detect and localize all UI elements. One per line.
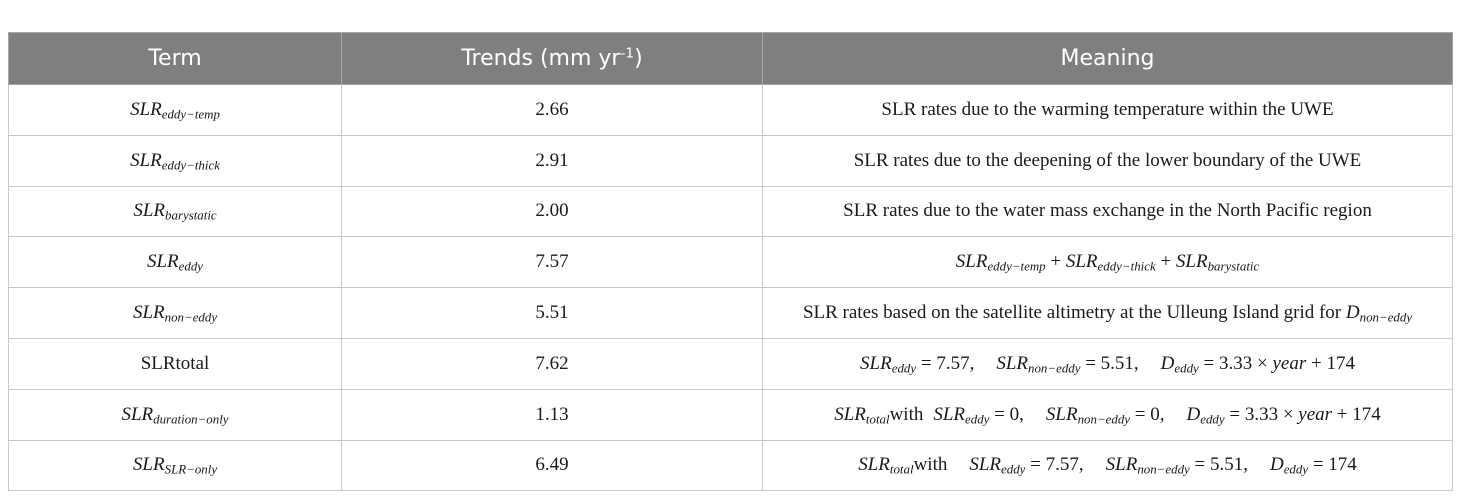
term-cell: SLRSLR−only	[8, 439, 342, 492]
trend-cell: 2.66	[341, 84, 763, 136]
term-cell: SLRtotal	[8, 337, 342, 390]
meaning-cell: SLR rates based on the satellite altimet…	[762, 287, 1453, 339]
term-cell: SLRduration−only	[8, 388, 342, 441]
table-row: SLRtotal 7.62 SLReddy = 7.57, SLRnon−eddy…	[8, 337, 1453, 390]
table-row: SLReddy−thick 2.91 SLR rates due to the …	[8, 134, 1453, 187]
trend-cell: 1.13	[341, 388, 763, 441]
meaning-cell: SLRtotalwith SLReddy = 7.57, SLRnon−eddy =…	[762, 439, 1453, 492]
trend-cell: 2.91	[341, 134, 763, 187]
header-trends: Trends (mm yr-1)	[341, 32, 763, 85]
trend-cell: 7.62	[341, 337, 763, 390]
term-cell: SLRbarystatic	[8, 185, 342, 238]
trend-cell: 5.51	[341, 287, 763, 339]
trend-cell: 7.57	[341, 236, 763, 289]
meaning-cell: SLR rates due to the water mass exchange…	[762, 185, 1453, 238]
trend-cell: 2.00	[341, 185, 763, 238]
table-row: SLReddy 7.57 SLReddy−temp + SLReddy−thic…	[8, 236, 1453, 289]
table-row: SLReddy−temp 2.66 SLR rates due to the w…	[8, 84, 1453, 136]
term-cell: SLReddy−temp	[8, 84, 342, 136]
header-trends-exponent: -1	[620, 45, 635, 62]
header-row: Term Trends (mm yr-1) Meaning	[8, 32, 1453, 85]
meaning-cell: SLReddy−temp + SLReddy−thick + SLRbaryst…	[762, 236, 1453, 289]
table-row: SLRbarystatic 2.00 SLR rates due to the …	[8, 185, 1453, 238]
meaning-cell: SLRtotalwith SLReddy = 0, SLRnon−eddy = 0,…	[762, 388, 1453, 441]
table-row: SLRSLR−only 6.49 SLRtotalwith SLReddy = 7…	[8, 439, 1453, 492]
term-cell: SLRnon−eddy	[8, 287, 342, 339]
header-term: Term	[8, 32, 342, 85]
slr-trends-table: Term Trends (mm yr-1) Meaning SLReddy−te…	[8, 32, 1453, 492]
trend-cell: 6.49	[341, 439, 763, 492]
table-row: SLRnon−eddy 5.51 SLR rates based on the …	[8, 287, 1453, 339]
meaning-cell: SLReddy = 7.57, SLRnon−eddy = 5.51, Deddy …	[762, 337, 1453, 390]
term-cell: SLReddy	[8, 236, 342, 289]
meaning-cell: SLR rates due to the warming temperature…	[762, 84, 1453, 136]
header-meaning: Meaning	[762, 32, 1453, 85]
header-trends-suffix: )	[634, 46, 643, 71]
meaning-cell: SLR rates due to the deepening of the lo…	[762, 134, 1453, 187]
header-trends-prefix: Trends (mm yr	[461, 46, 621, 71]
table-row: SLRduration−only 1.13 SLRtotalwith SLRedd…	[8, 388, 1453, 441]
term-cell: SLReddy−thick	[8, 134, 342, 187]
